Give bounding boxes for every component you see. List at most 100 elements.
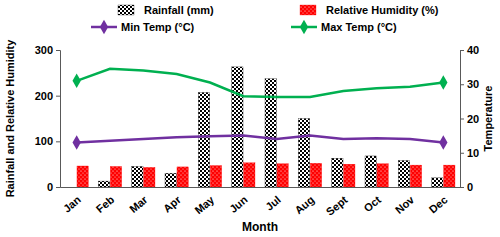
axis-line	[61, 187, 461, 188]
tick-label: Apr	[161, 193, 184, 215]
marker	[439, 75, 447, 89]
tick-label: 20	[467, 113, 479, 125]
legend-label: Min Temp (°C)	[121, 21, 195, 33]
tick: 0	[460, 181, 473, 193]
tick: Aug	[292, 187, 316, 216]
tick: 100	[35, 135, 60, 147]
legend-marker	[300, 20, 308, 34]
legend-swatch	[118, 5, 134, 15]
bar	[177, 167, 188, 187]
tick-mark	[460, 84, 464, 85]
line	[77, 136, 444, 143]
bar-series	[77, 163, 455, 187]
tick-label: Jun	[227, 193, 250, 215]
x-axis: Jan Feb Mar Apr May Jun Jul Aug Sept Oct Nov Dec	[61, 187, 461, 218]
bar-series	[98, 67, 443, 187]
tick: Nov	[393, 187, 417, 216]
tick-label: Jul	[263, 193, 283, 212]
legend-swatch	[300, 5, 316, 15]
bar	[277, 164, 288, 187]
tick: May	[192, 187, 217, 216]
tick-label: 100	[35, 135, 53, 147]
bar	[77, 166, 88, 187]
tick-label: Oct	[361, 193, 383, 214]
legend-item: Relative Humidity (%)	[300, 4, 439, 16]
legend-marker	[100, 20, 108, 34]
plot-area: 0 100 200 300 0 10 20 30 40 Jan Feb Mar Apr May Jun Jul…	[35, 44, 480, 218]
bar	[165, 173, 176, 187]
tick-label: 0	[467, 181, 473, 193]
bar	[98, 181, 109, 187]
legend-label: Relative Humidity (%)	[326, 4, 439, 16]
tick: Dec	[426, 187, 449, 216]
chart: 0 100 200 300 0 10 20 30 40 Jan Feb Mar Apr May Jun Jul…	[0, 0, 500, 237]
marks	[73, 67, 455, 187]
tick-label: Jan	[61, 193, 83, 215]
bar	[265, 79, 276, 187]
legend-item: Rainfall (mm)	[118, 4, 214, 16]
tick-label: Feb	[94, 193, 117, 215]
tick-label: 200	[35, 90, 53, 102]
bar	[432, 178, 443, 187]
line	[77, 69, 444, 97]
bar	[344, 164, 355, 187]
tick: Jun	[227, 187, 250, 215]
bar	[298, 119, 309, 188]
tick: 40	[460, 44, 479, 56]
tick: Jul	[263, 187, 283, 213]
tick-label: 30	[467, 78, 479, 90]
marker	[439, 135, 447, 149]
tick-label: 40	[467, 44, 479, 56]
tick: Apr	[161, 187, 184, 215]
legend-label: Max Temp (°C)	[321, 21, 397, 33]
bar	[444, 165, 455, 187]
tick-mark	[56, 141, 60, 142]
bar	[310, 163, 321, 187]
legend: Rainfall (mm) Relative Humidity (%) Min Te…	[91, 4, 439, 34]
tick: Oct	[361, 187, 383, 214]
marker	[73, 74, 81, 88]
tick: Feb	[94, 187, 117, 215]
tick: Mar	[127, 187, 150, 215]
tick-label: 300	[35, 44, 53, 56]
x-axis-title: Month	[242, 220, 278, 234]
tick-label: 10	[467, 147, 479, 159]
tick-mark	[460, 119, 464, 120]
tick: 30	[460, 78, 479, 90]
tick-mark	[460, 153, 464, 154]
tick-mark	[56, 96, 60, 97]
bar	[365, 156, 376, 187]
bar	[398, 161, 409, 187]
bar	[232, 67, 243, 187]
legend-item: Min Temp (°C)	[91, 20, 195, 34]
tick-label: Mar	[127, 193, 150, 215]
tick: 20	[460, 113, 479, 125]
y-axis-title: Rainfall and Relative Humidity	[4, 39, 16, 198]
tick-mark	[460, 50, 464, 51]
bar	[144, 167, 155, 187]
tick-label: Aug	[292, 193, 316, 216]
tick: 300	[35, 44, 60, 56]
y2-axis: 0 10 20 30 40	[460, 44, 479, 193]
bar	[198, 92, 209, 187]
bar	[410, 165, 421, 187]
bar	[110, 166, 121, 187]
marker	[73, 135, 81, 149]
tick-label: Dec	[426, 193, 449, 215]
tick: Jan	[61, 187, 83, 215]
tick: 0	[47, 181, 60, 193]
tick-label: Sept	[324, 193, 350, 218]
legend-label: Rainfall (mm)	[144, 4, 214, 16]
tick-label: May	[192, 193, 217, 217]
axis-line	[461, 51, 465, 188]
tick-mark	[56, 187, 60, 188]
y-axis: 0 100 200 300	[35, 44, 61, 193]
tick-label: 0	[47, 181, 53, 193]
bar	[332, 158, 343, 187]
tick-label: Nov	[393, 193, 417, 216]
tick-mark	[56, 50, 60, 51]
bar	[210, 166, 221, 187]
tick: 10	[460, 147, 479, 159]
bar	[377, 164, 388, 187]
tick: Sept	[324, 187, 350, 218]
